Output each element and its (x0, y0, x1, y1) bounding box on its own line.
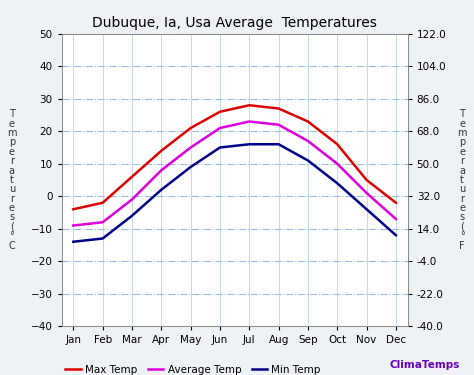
Text: e: e (9, 203, 15, 213)
Average Temp (217, 126, 223, 130)
Text: u: u (459, 184, 465, 194)
Min Temp (188, 165, 193, 169)
Average Temp (129, 197, 135, 202)
Max Temp (335, 142, 340, 147)
Text: r: r (10, 194, 14, 204)
Max Temp (188, 126, 193, 130)
Text: u: u (9, 184, 15, 194)
Text: p: p (9, 138, 15, 147)
Text: e: e (459, 203, 465, 213)
Text: r: r (460, 156, 464, 166)
Title: Dubuque, Ia, Usa Average  Temperatures: Dubuque, Ia, Usa Average Temperatures (92, 16, 377, 30)
Text: a: a (459, 166, 465, 176)
Min Temp (276, 142, 282, 147)
Text: e: e (459, 147, 465, 157)
Min Temp (158, 188, 164, 192)
Average Temp (335, 162, 340, 166)
Text: e: e (9, 119, 15, 129)
Max Temp (129, 174, 135, 179)
Average Temp (276, 123, 282, 127)
Max Temp (158, 148, 164, 153)
Text: m: m (7, 128, 17, 138)
Max Temp (217, 110, 223, 114)
Text: m: m (457, 128, 467, 138)
Text: C: C (9, 241, 15, 250)
Text: t: t (10, 175, 14, 185)
Min Temp (71, 240, 76, 244)
Average Temp (305, 139, 311, 143)
Text: T: T (459, 110, 465, 119)
Line: Average Temp: Average Temp (73, 122, 396, 225)
Legend: Max Temp, Average Temp, Min Temp: Max Temp, Average Temp, Min Temp (61, 361, 325, 375)
Min Temp (129, 213, 135, 218)
Text: e: e (9, 147, 15, 157)
Max Temp (364, 178, 369, 182)
Text: F: F (459, 241, 465, 250)
Average Temp (364, 191, 369, 195)
Text: T: T (9, 110, 15, 119)
Text: t: t (460, 175, 464, 185)
Line: Min Temp: Min Temp (73, 144, 396, 242)
Min Temp (100, 236, 106, 241)
Average Temp (100, 220, 106, 225)
Average Temp (393, 217, 399, 221)
Average Temp (158, 168, 164, 172)
Min Temp (217, 145, 223, 150)
Min Temp (335, 181, 340, 186)
Text: r: r (460, 194, 464, 204)
Max Temp (276, 106, 282, 111)
Max Temp (305, 119, 311, 124)
Max Temp (100, 201, 106, 205)
Text: e: e (459, 119, 465, 129)
Text: s: s (9, 213, 14, 222)
Min Temp (393, 233, 399, 237)
Text: (: ( (460, 222, 464, 232)
Average Temp (246, 119, 252, 124)
Text: r: r (10, 156, 14, 166)
Max Temp (71, 207, 76, 212)
Average Temp (188, 145, 193, 150)
Average Temp (71, 223, 76, 228)
Text: a: a (9, 166, 15, 176)
Text: p: p (459, 138, 465, 147)
Text: °: ° (460, 231, 465, 241)
Max Temp (393, 201, 399, 205)
Text: s: s (460, 213, 465, 222)
Text: °: ° (9, 231, 14, 241)
Min Temp (246, 142, 252, 147)
Max Temp (246, 103, 252, 108)
Min Temp (364, 207, 369, 212)
Line: Max Temp: Max Temp (73, 105, 396, 209)
Text: (: ( (10, 222, 14, 232)
Min Temp (305, 158, 311, 163)
Text: ClimaTemps: ClimaTemps (390, 360, 460, 370)
